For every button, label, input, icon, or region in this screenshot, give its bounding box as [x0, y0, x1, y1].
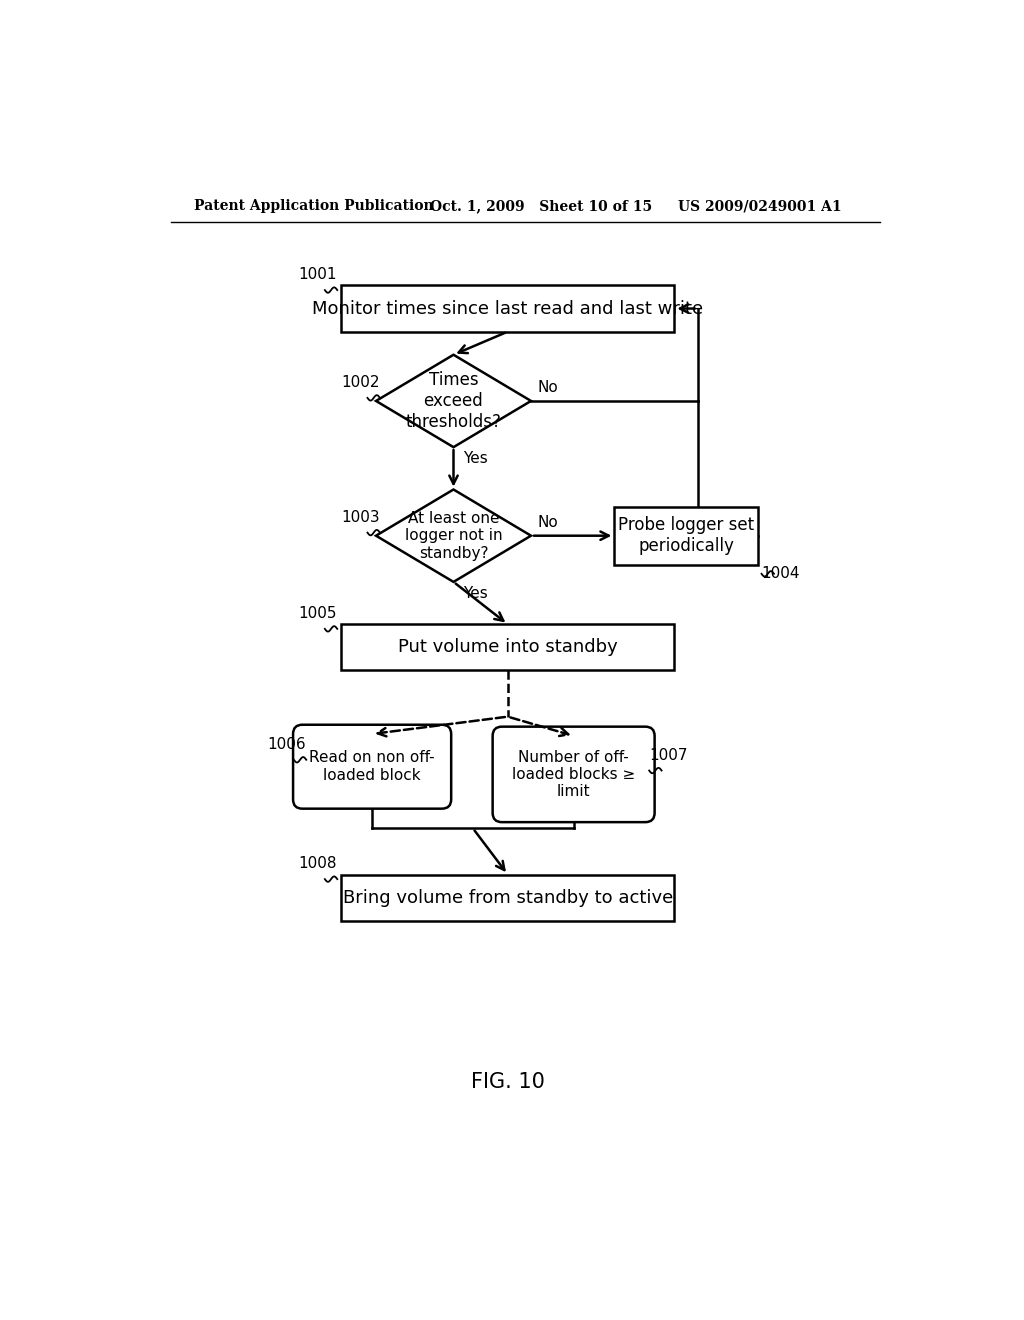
Text: 1002: 1002	[341, 375, 380, 391]
Text: Times
exceed
thresholds?: Times exceed thresholds?	[406, 371, 502, 430]
FancyBboxPatch shape	[493, 726, 654, 822]
Text: FIG. 10: FIG. 10	[471, 1072, 545, 1093]
Text: Oct. 1, 2009   Sheet 10 of 15: Oct. 1, 2009 Sheet 10 of 15	[430, 199, 652, 213]
Text: 1008: 1008	[299, 857, 337, 871]
Text: Monitor times since last read and last write: Monitor times since last read and last w…	[312, 300, 703, 318]
Text: Put volume into standby: Put volume into standby	[398, 639, 617, 656]
Text: 1003: 1003	[341, 510, 380, 525]
FancyBboxPatch shape	[341, 874, 675, 921]
Text: Yes: Yes	[463, 451, 487, 466]
Text: Read on non off-
loaded block: Read on non off- loaded block	[309, 751, 435, 783]
FancyBboxPatch shape	[293, 725, 452, 809]
Text: 1004: 1004	[762, 566, 800, 581]
FancyBboxPatch shape	[341, 624, 675, 671]
FancyBboxPatch shape	[341, 285, 675, 331]
Text: US 2009/0249001 A1: US 2009/0249001 A1	[678, 199, 842, 213]
Text: Probe logger set
periodically: Probe logger set periodically	[617, 516, 754, 556]
Text: No: No	[538, 380, 558, 395]
Polygon shape	[376, 490, 531, 582]
Text: Yes: Yes	[463, 586, 487, 601]
Text: No: No	[538, 515, 558, 529]
FancyBboxPatch shape	[614, 507, 758, 565]
Text: 1007: 1007	[649, 748, 688, 763]
Text: 1006: 1006	[267, 737, 306, 752]
Text: Bring volume from standby to active: Bring volume from standby to active	[343, 888, 673, 907]
Polygon shape	[376, 355, 531, 447]
Text: Number of off-
loaded blocks ≥
limit: Number of off- loaded blocks ≥ limit	[512, 750, 635, 800]
Text: Patent Application Publication: Patent Application Publication	[194, 199, 433, 213]
Text: At least one
logger not in
standby?: At least one logger not in standby?	[404, 511, 503, 561]
Text: 1005: 1005	[299, 606, 337, 622]
Text: 1001: 1001	[299, 268, 337, 282]
